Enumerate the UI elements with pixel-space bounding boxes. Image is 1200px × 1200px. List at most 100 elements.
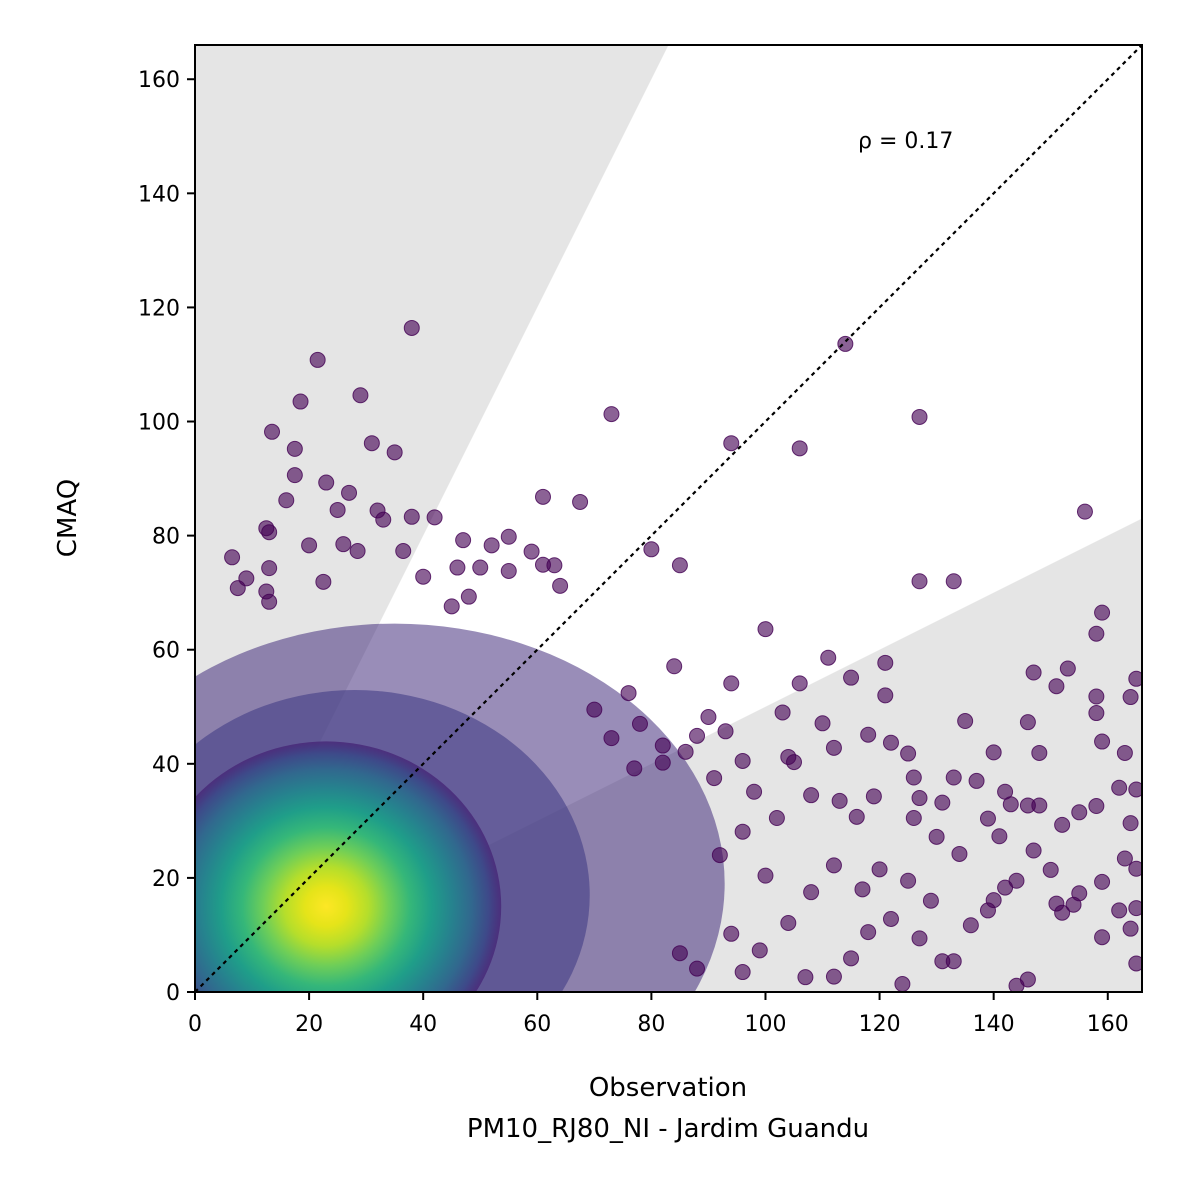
scatter-point — [620, 685, 637, 702]
scatter-point — [349, 543, 366, 560]
scatter-point — [945, 769, 962, 786]
scatter-point — [286, 467, 303, 484]
scatter-point — [523, 543, 540, 560]
scatter-point — [860, 726, 877, 743]
scatter-point — [825, 857, 842, 874]
y-tick-label: 20 — [152, 867, 180, 892]
scatter-point — [261, 560, 278, 577]
scatter-point — [734, 823, 751, 840]
scatter-point — [1048, 678, 1065, 695]
scatter-point — [854, 881, 871, 898]
scatter-point — [962, 917, 979, 934]
scatter-point — [1019, 714, 1036, 731]
scatter-point — [991, 828, 1008, 845]
x-axis-sublabel: PM10_RJ80_NI - Jardim Guandu — [467, 1114, 869, 1144]
scatter-point — [375, 511, 392, 528]
y-tick-label: 80 — [152, 525, 180, 550]
scatter-point — [689, 727, 706, 744]
scatter-point — [900, 745, 917, 762]
scatter-point — [1111, 779, 1128, 796]
scatter-point — [1128, 860, 1142, 877]
scatter-point — [1111, 902, 1128, 919]
x-tick-label: 40 — [409, 1012, 437, 1037]
scatter-point — [1088, 798, 1105, 815]
scatter-point — [723, 675, 740, 692]
x-tick-label: 140 — [973, 1012, 1015, 1037]
y-tick-label: 60 — [152, 639, 180, 664]
scatter-point — [1094, 929, 1111, 946]
scatter-point — [586, 701, 603, 718]
scatter-point — [1088, 625, 1105, 642]
scatter-point — [278, 492, 295, 509]
scatter-point — [882, 734, 899, 751]
scatter-point — [860, 924, 877, 941]
scatter-point — [934, 794, 951, 811]
scatter-point — [603, 730, 620, 747]
scatter-point — [643, 541, 660, 558]
scatter-point — [1128, 955, 1142, 972]
scatter-point — [1128, 670, 1142, 687]
scatter-point — [882, 910, 899, 927]
scatter-point — [386, 444, 403, 461]
scatter-point — [415, 568, 432, 585]
x-axis: 0 20 40 60 80 100 120 140 160 — [188, 992, 1129, 1037]
scatter-point — [671, 557, 688, 574]
y-axis-label: CMAQ — [53, 479, 83, 557]
scatter-point — [843, 669, 860, 686]
scatter-point — [261, 524, 278, 541]
scatter-point — [1116, 744, 1133, 761]
scatter-point — [286, 440, 303, 457]
scatter-point — [734, 752, 751, 769]
scatter-point — [352, 387, 369, 404]
scatter-point — [945, 573, 962, 590]
scatter-point — [572, 493, 589, 510]
outlier-points — [224, 319, 1142, 992]
scatter-point — [472, 559, 489, 576]
scatter-point — [1031, 744, 1048, 761]
scatter-point — [848, 808, 865, 825]
scatter-point — [803, 787, 820, 804]
scatter-point — [229, 580, 246, 597]
scatter-point — [1054, 816, 1071, 833]
scatter-point — [837, 335, 854, 352]
x-tick-label: 160 — [1087, 1012, 1129, 1037]
scatter-point — [500, 528, 517, 545]
scatter-point — [534, 488, 551, 505]
scatter-point — [1025, 664, 1042, 681]
scatter-point — [1122, 815, 1139, 832]
scatter-point — [911, 790, 928, 807]
scatter-point — [1094, 873, 1111, 890]
scatter-point — [717, 723, 734, 740]
scatter-point — [1128, 900, 1142, 917]
scatter-point — [780, 914, 797, 931]
y-tick-label: 160 — [138, 68, 180, 93]
scatter-point — [443, 598, 460, 615]
scatter-point — [865, 788, 882, 805]
scatter-point — [1042, 861, 1059, 878]
scatter-point — [774, 704, 791, 721]
scatter-point — [403, 508, 420, 525]
scatter-point — [426, 509, 443, 526]
scatter-point — [1116, 850, 1133, 867]
scatter-point — [968, 772, 985, 789]
y-axis: 0 20 40 60 80 100 120 140 160 — [138, 68, 195, 1006]
scatter-point — [449, 559, 466, 576]
scatter-point — [911, 930, 928, 947]
scatter-point — [905, 810, 922, 827]
scatter-point — [979, 810, 996, 827]
scatter-point — [877, 654, 894, 671]
scatter-point — [711, 847, 728, 864]
scatter-point — [671, 945, 688, 962]
scatter-point — [1019, 797, 1036, 814]
scatter-point — [1088, 688, 1105, 705]
scatter-point — [905, 769, 922, 786]
scatter-point — [814, 715, 831, 732]
scatter-point — [1088, 705, 1105, 722]
scatter-point — [985, 892, 1002, 909]
scatter-point — [723, 925, 740, 942]
scatter-point — [1065, 896, 1082, 913]
scatter-point — [677, 743, 694, 760]
scatter-point — [831, 792, 848, 809]
scatter-point — [791, 675, 808, 692]
